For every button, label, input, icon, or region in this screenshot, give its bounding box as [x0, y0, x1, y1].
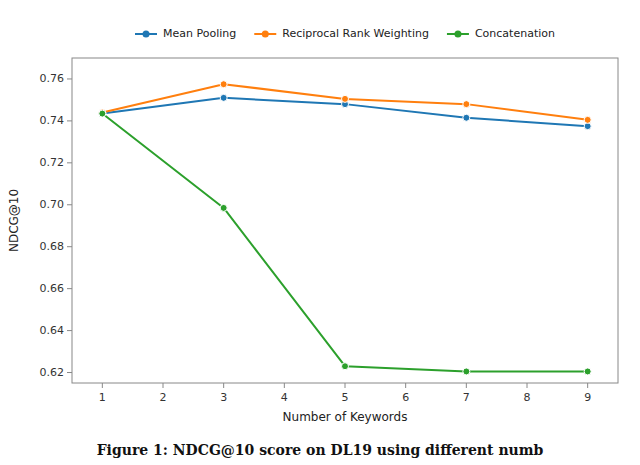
y-tick — [67, 372, 72, 373]
x-axis: 1 2 3 4 5 6 7 8 9 — [99, 383, 591, 404]
y-tick-label: 0.62 — [40, 366, 65, 379]
y-tick-label: 0.68 — [40, 240, 65, 253]
x-tick — [527, 383, 528, 388]
y-tick — [67, 120, 72, 121]
plot-area — [99, 81, 591, 375]
point — [99, 110, 106, 117]
caption: Figure 1: NDCG@10 score on DL19 using di… — [97, 442, 544, 458]
legend-marker — [262, 31, 269, 38]
x-tick-label: 4 — [281, 391, 288, 404]
x-tick-label: 2 — [160, 391, 167, 404]
point — [584, 116, 591, 123]
x-tick-label: 7 — [463, 391, 470, 404]
point — [220, 94, 227, 101]
legend-item: Mean Pooling — [135, 27, 236, 40]
x-tick — [284, 383, 285, 388]
series — [99, 81, 591, 124]
x-tick-label: 3 — [220, 391, 227, 404]
y-tick — [67, 78, 72, 79]
legend-item: Reciprocal Rank Weighting — [254, 27, 429, 40]
legend-marker — [454, 31, 461, 38]
chart: 0.62 0.64 0.66 0.68 0.70 0.72 0.74 0.76 1 2 3 4 5 6 7 8… — [0, 0, 640, 465]
y-tick — [67, 288, 72, 289]
plot-frame — [72, 58, 618, 383]
y-tick-label: 0.76 — [40, 72, 65, 85]
y-tick — [67, 162, 72, 163]
y-tick-label: 0.70 — [40, 198, 65, 211]
x-tick — [223, 383, 224, 388]
legend-marker — [143, 31, 150, 38]
y-tick — [67, 246, 72, 247]
x-tick — [466, 383, 467, 388]
point — [220, 81, 227, 88]
legend-label: Mean Pooling — [163, 27, 236, 40]
y-tick — [67, 204, 72, 205]
x-tick-label: 9 — [584, 391, 591, 404]
y-tick-label: 0.74 — [40, 114, 65, 127]
point — [463, 101, 470, 108]
legend-label: Concatenation — [475, 27, 555, 40]
point — [220, 204, 227, 211]
legend-label: Reciprocal Rank Weighting — [282, 27, 429, 40]
line — [102, 114, 587, 372]
y-axis: 0.62 0.64 0.66 0.68 0.70 0.72 0.74 0.76 — [40, 72, 73, 379]
x-tick-label: 5 — [342, 391, 349, 404]
point — [584, 368, 591, 375]
y-tick-label: 0.72 — [40, 156, 65, 169]
x-tick — [102, 383, 103, 388]
x-axis-label: Number of Keywords — [283, 410, 408, 424]
x-tick — [587, 383, 588, 388]
point — [463, 368, 470, 375]
x-tick-label: 1 — [99, 391, 106, 404]
point — [463, 114, 470, 121]
legend-item: Concatenation — [447, 27, 555, 40]
y-tick-label: 0.66 — [40, 282, 65, 295]
x-tick — [345, 383, 346, 388]
line — [102, 84, 587, 120]
point — [342, 363, 349, 370]
y-tick-label: 0.64 — [40, 324, 65, 337]
point — [342, 95, 349, 102]
x-tick — [163, 383, 164, 388]
point — [99, 110, 106, 117]
x-tick-label: 8 — [524, 391, 531, 404]
series — [99, 110, 591, 375]
series — [99, 94, 591, 129]
y-axis-label: NDCG@10 — [7, 189, 21, 252]
legend: Mean Pooling Reciprocal Rank Weighting Con… — [135, 27, 555, 40]
x-tick-label: 6 — [402, 391, 409, 404]
y-tick — [67, 330, 72, 331]
x-tick — [405, 383, 406, 388]
